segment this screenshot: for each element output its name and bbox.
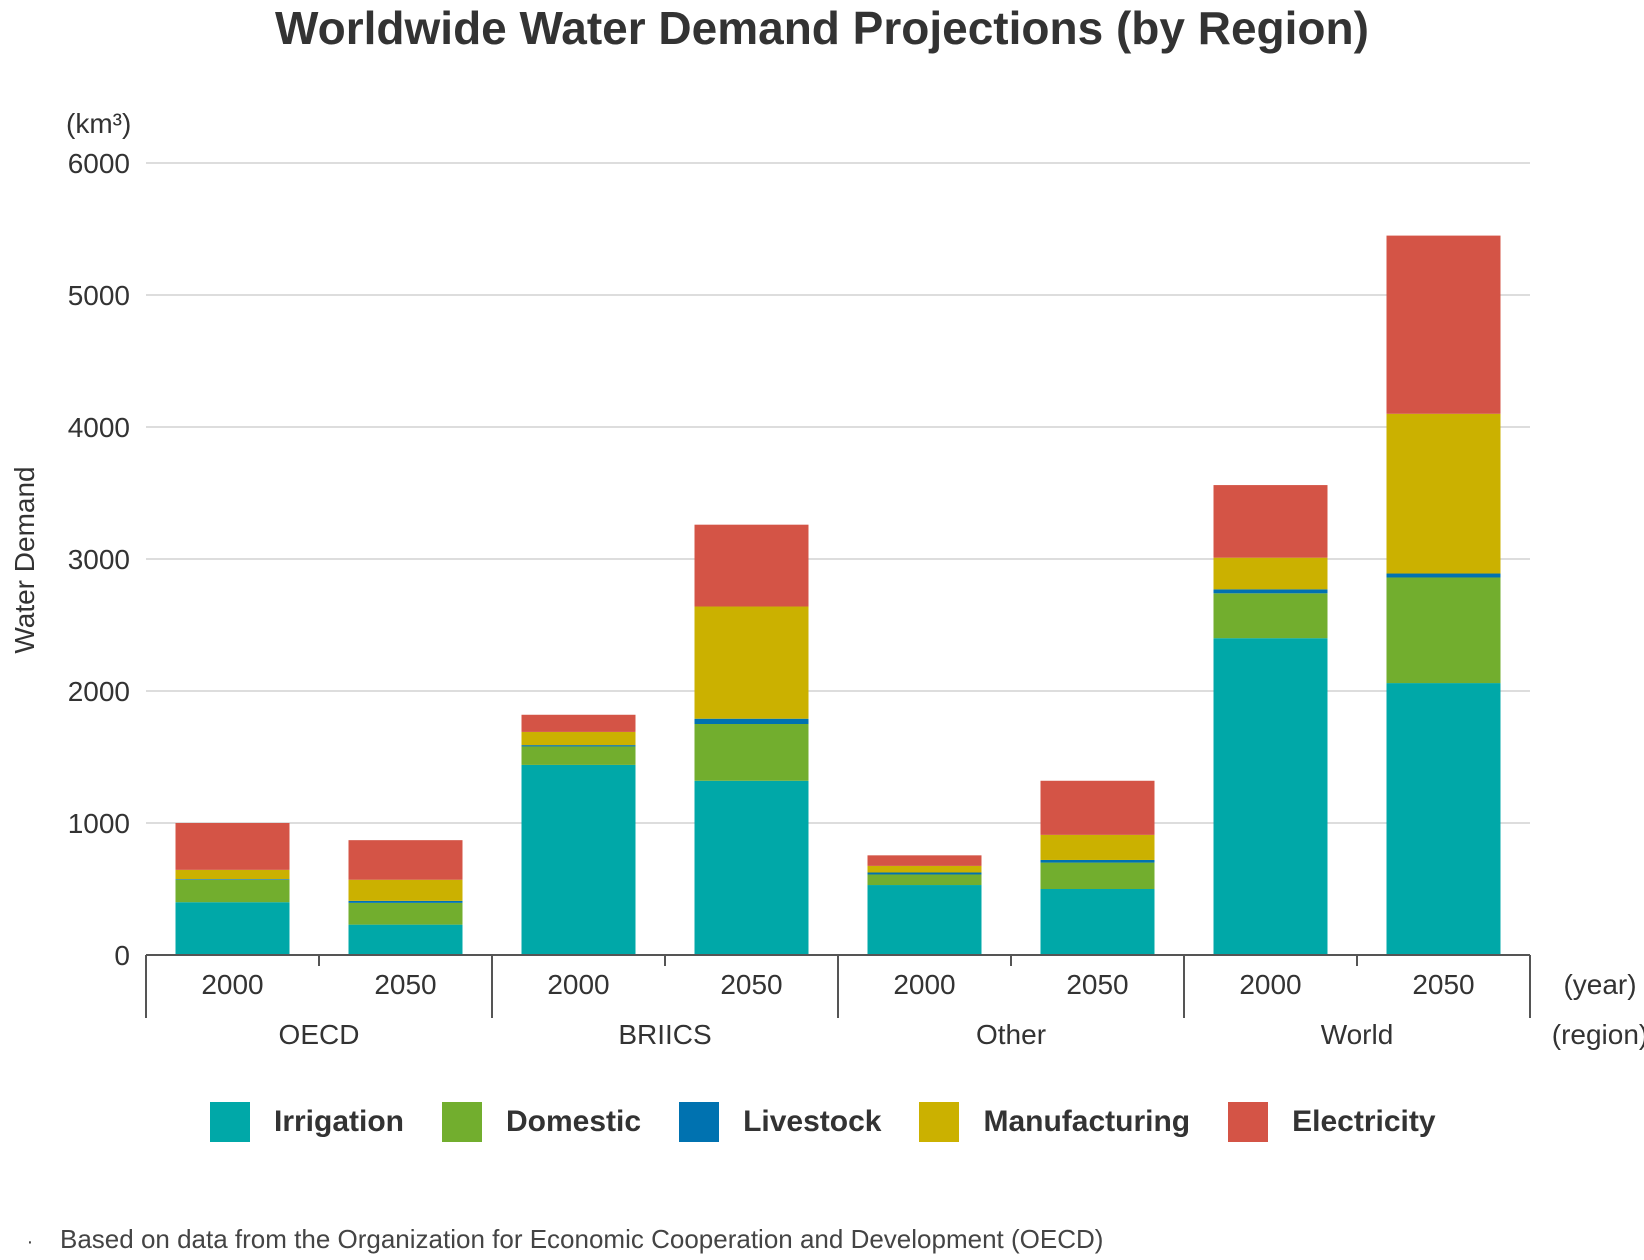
x-region-label: BRIICS: [618, 1019, 711, 1050]
bar-segment-manufacturing: [521, 731, 636, 746]
stacked-bar-chart: (km³) Water Demand 0 1000 2000 3000 4000 5000…: [9, 108, 1644, 1050]
x-axis: [145, 954, 1531, 1018]
bar-segment-manufacturing: [867, 865, 982, 873]
bar-segment-livestock: [1040, 859, 1155, 863]
bar-segment-domestic: [1040, 862, 1155, 889]
legend-item-domestic: Domestic: [442, 1102, 641, 1142]
y-tick-label: 3000: [68, 544, 130, 575]
x-region-label: World: [1321, 1019, 1394, 1050]
y-tick-label: 2000: [68, 676, 130, 707]
y-axis-label: Water Demand: [9, 466, 40, 653]
legend-label: Domestic: [506, 1105, 642, 1138]
bar-segment-electricity: [521, 714, 636, 732]
y-tick-label: 1000: [68, 808, 130, 839]
bar-segment-manufacturing: [175, 869, 290, 880]
bar-segment-electricity: [348, 840, 463, 880]
y-tick-labels: 0 1000 2000 3000 4000 5000 6000: [68, 148, 130, 971]
x-tick-labels: 2000 2050 OECD 2000 2050 BRIICS 2000 2050 Other 2…: [201, 969, 1474, 1050]
x-region-label: Other: [976, 1019, 1046, 1050]
bar-segment-domestic: [175, 879, 290, 903]
bar-segment-electricity: [694, 524, 809, 607]
x-year-label: 2000: [1239, 969, 1301, 1000]
x-year-label: 2050: [720, 969, 782, 1000]
bar-segment-manufacturing: [348, 879, 463, 901]
legend: Irrigation Domestic Livestock Manufacturing…: [210, 1098, 1474, 1146]
bar-segment-livestock: [694, 718, 809, 724]
x-axis-year-suffix: (year): [1563, 969, 1636, 1000]
bar-segment-domestic: [1386, 577, 1501, 684]
bar-segment-irrigation: [1386, 683, 1501, 955]
legend-label: Electricity: [1292, 1105, 1436, 1138]
bar-segment-electricity: [867, 855, 982, 866]
gridlines: [146, 162, 1530, 824]
bar-segment-livestock: [521, 745, 636, 747]
x-year-label: 2000: [547, 969, 609, 1000]
chart-title: Worldwide Water Demand Projections (by R…: [275, 2, 1369, 54]
bar-segment-domestic: [1213, 593, 1328, 639]
bar-segment-irrigation: [521, 764, 636, 955]
footnote-text: Based on data from the Organization for …: [60, 1224, 1104, 1254]
x-year-label: 2000: [201, 969, 263, 1000]
x-year-label: 2050: [374, 969, 436, 1000]
bar-segment-irrigation: [1040, 889, 1155, 955]
bar-segment-electricity: [175, 823, 290, 870]
bar-segment-domestic: [521, 746, 636, 765]
legend-label: Irrigation: [274, 1105, 405, 1138]
bar-segment-manufacturing: [1213, 557, 1328, 590]
bar-segment-livestock: [175, 879, 290, 880]
bar-segment-irrigation: [867, 885, 982, 955]
bar-segment-domestic: [694, 724, 809, 781]
bar-segment-domestic: [348, 902, 463, 925]
bar-segment-domestic: [867, 874, 982, 886]
x-region-label: OECD: [279, 1019, 360, 1050]
legend-swatch: [1228, 1102, 1269, 1142]
bar-segment-livestock: [867, 872, 982, 875]
legend-swatch: [442, 1102, 483, 1142]
bars: [175, 235, 1501, 955]
bar-segment-irrigation: [348, 924, 463, 955]
y-tick-label: 5000: [68, 280, 130, 311]
legend-label: Manufacturing: [983, 1105, 1191, 1138]
bar-segment-irrigation: [175, 902, 290, 955]
legend-label: Livestock: [743, 1105, 882, 1138]
footnote-bullet: ·: [26, 1231, 34, 1253]
legend-item-irrigation: Irrigation: [210, 1102, 404, 1142]
bar-segment-livestock: [1213, 589, 1328, 594]
bar-segment-manufacturing: [1040, 834, 1155, 860]
bar-segment-electricity: [1213, 485, 1328, 558]
legend-item-livestock: Livestock: [679, 1102, 881, 1142]
y-tick-label: 0: [114, 940, 130, 971]
bar-segment-electricity: [1040, 780, 1155, 835]
legend-swatch: [210, 1102, 250, 1142]
footnote: · Based on data from the Organization for…: [0, 1224, 1104, 1255]
bar-segment-manufacturing: [1386, 413, 1501, 574]
bar-segment-livestock: [1386, 573, 1501, 578]
legend-swatch: [679, 1102, 720, 1142]
bar-segment-livestock: [348, 900, 463, 903]
x-axis-region-suffix: (region): [1552, 1019, 1644, 1050]
legend-swatch: [919, 1102, 960, 1142]
bar-segment-irrigation: [694, 780, 809, 955]
y-tick-label: 4000: [68, 412, 130, 443]
legend-item-electricity: Electricity: [1228, 1102, 1436, 1142]
bar-segment-manufacturing: [694, 606, 809, 719]
x-year-label: 2050: [1412, 969, 1474, 1000]
y-tick-label: 6000: [68, 148, 130, 179]
legend-item-manufacturing: Manufacturing: [919, 1102, 1190, 1142]
x-year-label: 2000: [893, 969, 955, 1000]
bar-segment-electricity: [1386, 235, 1501, 414]
y-axis-unit: (km³): [66, 108, 131, 139]
bar-segment-irrigation: [1213, 638, 1328, 955]
x-year-label: 2050: [1066, 969, 1128, 1000]
